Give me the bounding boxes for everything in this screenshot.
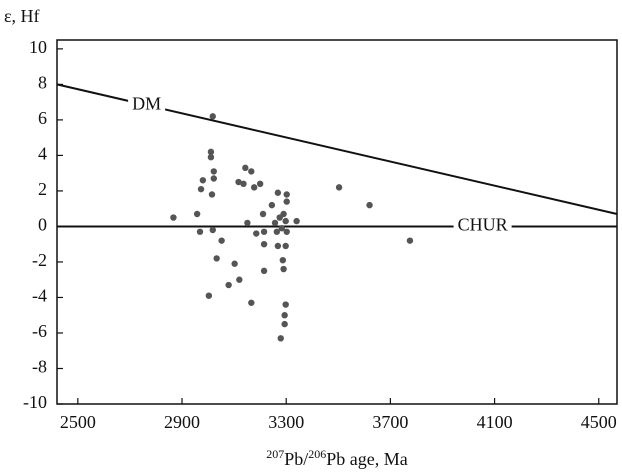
- point: [366, 201, 373, 209]
- y-tick-label: -6: [32, 321, 47, 341]
- x-tick-label: 2900: [164, 412, 200, 432]
- point: [277, 335, 284, 342]
- point: [193, 210, 201, 218]
- point: [225, 281, 232, 289]
- point: [210, 168, 217, 175]
- y-tick-label: 0: [38, 215, 47, 235]
- point: [260, 240, 268, 248]
- y-tick-label: -2: [32, 250, 47, 270]
- point: [279, 256, 287, 264]
- point: [253, 230, 260, 237]
- x-axis-title: 207Pb/206Pb age, Ma: [266, 447, 408, 469]
- y-tick-label: 10: [29, 37, 47, 57]
- plot-frame: [56, 39, 618, 405]
- y-tick-label: 8: [38, 73, 47, 93]
- x-tick-label: 4100: [477, 412, 513, 432]
- point: [335, 184, 343, 191]
- point: [283, 191, 290, 198]
- point: [210, 175, 217, 182]
- point: [282, 242, 289, 250]
- point: [283, 228, 290, 235]
- x-tick-label: 3700: [372, 412, 408, 432]
- point: [213, 255, 220, 262]
- point: [199, 177, 207, 184]
- point: [231, 260, 238, 267]
- point: [256, 180, 264, 188]
- point: [205, 292, 213, 299]
- x-title-part: Pb age, Ma: [326, 449, 407, 469]
- reference-label: DM: [132, 93, 161, 113]
- point: [274, 242, 282, 250]
- point: [271, 219, 279, 227]
- y-tick-label: -4: [32, 286, 47, 306]
- x-title-part: 207: [266, 447, 284, 461]
- point: [197, 185, 205, 193]
- x-tick-label: 2500: [60, 412, 96, 432]
- point: [282, 301, 289, 308]
- point: [273, 228, 281, 235]
- y-tick-label: 4: [38, 144, 47, 164]
- reference-label: CHUR: [458, 215, 508, 235]
- point: [281, 312, 288, 319]
- y-tick-label: -10: [23, 392, 47, 412]
- point: [236, 276, 243, 283]
- point: [283, 198, 290, 205]
- point: [280, 210, 287, 218]
- point: [280, 265, 287, 273]
- point: [240, 180, 247, 188]
- point: [274, 189, 282, 196]
- point: [278, 225, 285, 232]
- point: [259, 210, 267, 218]
- point: [248, 168, 255, 175]
- y-tick-label: -8: [32, 357, 47, 377]
- x-tick-label: 3300: [268, 412, 304, 432]
- y-tick-label: 6: [38, 108, 47, 128]
- point: [207, 148, 215, 156]
- point: [406, 237, 414, 244]
- point: [260, 228, 268, 235]
- y-tick-label: 2: [38, 179, 47, 199]
- point: [260, 267, 268, 275]
- reference-label-bg: [128, 93, 166, 114]
- point: [196, 228, 204, 235]
- point: [209, 226, 216, 234]
- point: [248, 299, 255, 306]
- point: [235, 178, 242, 186]
- point: [208, 191, 216, 198]
- point: [282, 217, 289, 225]
- reference-label-bg: [453, 214, 512, 235]
- point: [244, 219, 251, 227]
- point: [293, 217, 300, 225]
- x-tick-label: 4500: [581, 412, 617, 432]
- point: [207, 153, 215, 161]
- y-axis-title: ε, Hf: [4, 6, 40, 26]
- point: [250, 184, 258, 191]
- x-title-part: 206: [308, 447, 326, 461]
- point: [209, 113, 216, 120]
- point: [281, 320, 288, 328]
- x-title-part: Pb/: [284, 449, 308, 469]
- point: [268, 201, 276, 209]
- point: [242, 164, 249, 172]
- point: [218, 237, 225, 244]
- point: [170, 214, 177, 221]
